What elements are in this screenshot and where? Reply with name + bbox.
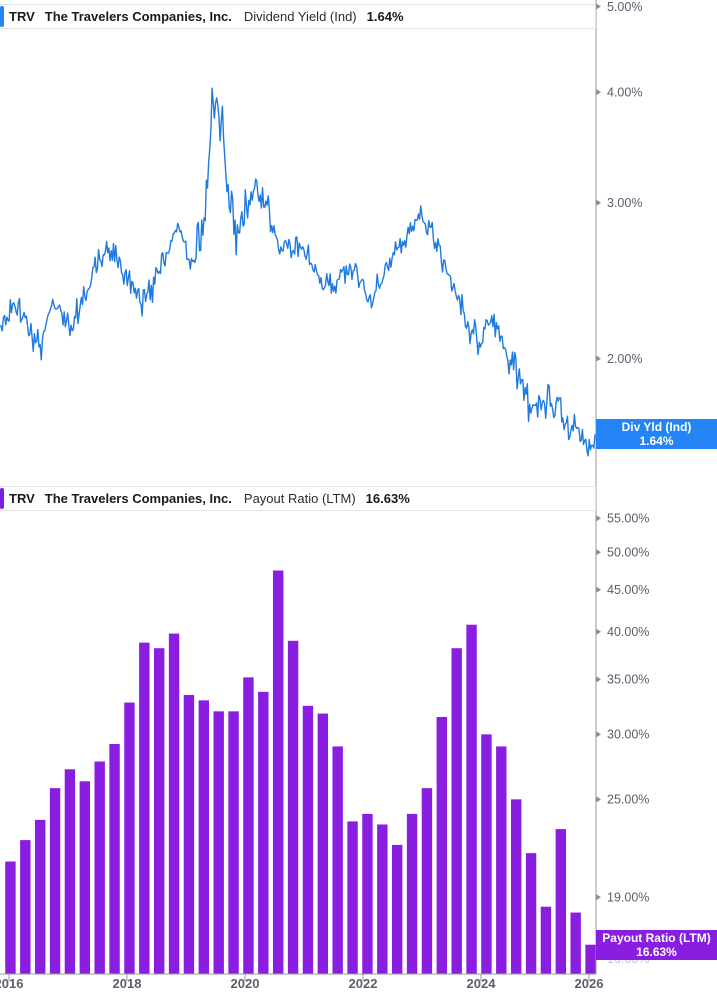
svg-text:40.00%: 40.00% (607, 625, 649, 639)
svg-text:19.00%: 19.00% (607, 891, 649, 905)
svg-text:4.00%: 4.00% (607, 86, 642, 100)
svg-text:25.00%: 25.00% (607, 793, 649, 807)
svg-text:5.00%: 5.00% (607, 0, 642, 14)
svg-text:50.00%: 50.00% (607, 546, 649, 560)
svg-text:2.00%: 2.00% (607, 352, 642, 366)
svg-text:45.00%: 45.00% (607, 583, 649, 597)
svg-text:55.00%: 55.00% (607, 512, 649, 526)
svg-text:3.00%: 3.00% (607, 196, 642, 210)
svg-text:30.00%: 30.00% (607, 728, 649, 742)
svg-text:35.00%: 35.00% (607, 673, 649, 687)
